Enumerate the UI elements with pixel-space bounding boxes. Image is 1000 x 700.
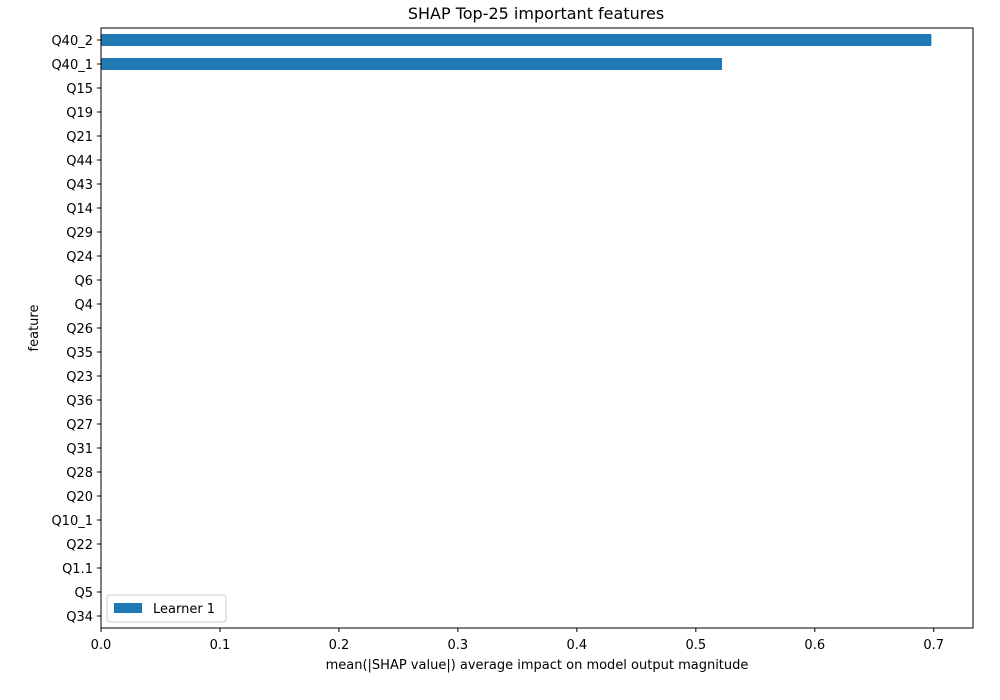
x-tick-label: 0.0: [91, 638, 112, 653]
y-tick-label: Q19: [66, 106, 93, 121]
x-tick-label: 0.6: [804, 638, 825, 653]
y-tick-label: Q35: [66, 346, 93, 361]
x-tick-label: 0.1: [210, 638, 231, 653]
y-tick-label: Q10_1: [51, 514, 93, 529]
y-axis: Q40_2 Q40_1 Q15 Q19 Q21 Q44 Q43 Q14 Q29 Q24 Q6 Q4 Q2…: [51, 34, 101, 625]
legend: Learner 1: [106, 594, 227, 623]
chart-title: SHAP Top-25 important features: [408, 4, 664, 23]
y-tick-label: Q1.1: [62, 562, 93, 577]
y-tick-label: Q29: [66, 226, 93, 241]
y-tick-label: Q40_1: [51, 58, 93, 73]
x-tick-label: 0.5: [685, 638, 706, 653]
legend-swatch: [114, 603, 142, 613]
y-tick-label: Q14: [66, 202, 93, 217]
y-tick-label: Q22: [66, 538, 93, 553]
y-tick-label: Q28: [66, 466, 93, 481]
y-tick-label: Q20: [66, 490, 93, 505]
y-tick-label: Q21: [66, 130, 93, 145]
x-tick-label: 0.3: [448, 638, 469, 653]
y-tick-label: Q24: [66, 250, 93, 265]
y-tick-label: Q6: [74, 274, 93, 289]
y-tick-label: Q26: [66, 322, 93, 337]
y-tick-label: Q34: [66, 610, 93, 625]
x-tick-label: 0.2: [329, 638, 350, 653]
y-tick-label: Q4: [74, 298, 93, 313]
x-axis-label: mean(|SHAP value|) average impact on mod…: [326, 658, 749, 673]
y-tick-label: Q23: [66, 370, 93, 385]
x-tick-label: 0.7: [923, 638, 944, 653]
x-axis: 0.0 0.1 0.2 0.3 0.4 0.5 0.6 0.7: [91, 628, 944, 653]
bar: [101, 34, 932, 46]
legend-box: [106, 594, 227, 623]
y-tick-label: Q44: [66, 154, 93, 169]
y-tick-label: Q43: [66, 178, 93, 193]
y-tick-label: Q27: [66, 418, 93, 433]
y-axis-label: feature: [27, 305, 42, 352]
y-tick-label: Q40_2: [51, 34, 93, 49]
legend-label: Learner 1: [153, 602, 215, 617]
y-tick-label: Q31: [66, 442, 93, 457]
y-tick-label: Q36: [66, 394, 93, 409]
bars-group: [101, 34, 932, 70]
y-tick-label: Q5: [74, 586, 93, 601]
plot-area-frame: [100, 27, 974, 629]
y-tick-label: Q15: [66, 82, 93, 97]
bar: [101, 58, 722, 70]
x-tick-label: 0.4: [567, 638, 588, 653]
